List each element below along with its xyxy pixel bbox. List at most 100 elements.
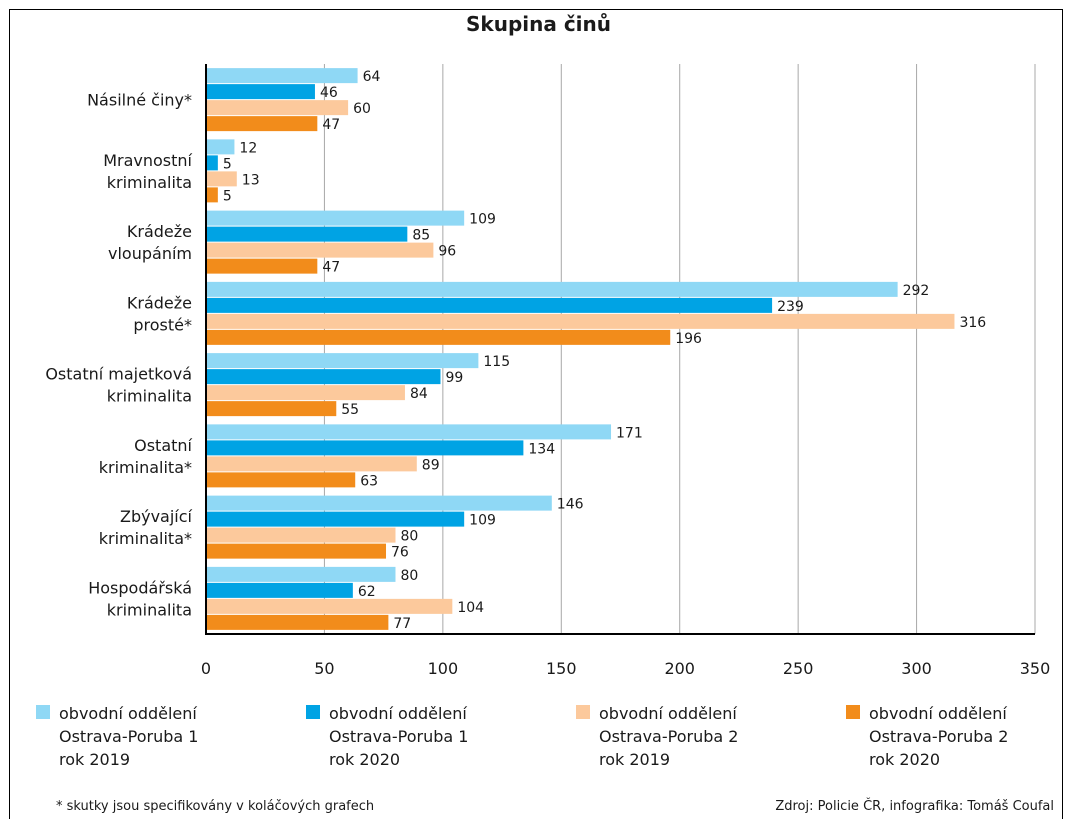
bar bbox=[206, 155, 218, 171]
bar bbox=[206, 440, 524, 456]
category-label: kriminalita* bbox=[99, 529, 192, 548]
x-tick-label: 150 bbox=[546, 659, 577, 678]
bar bbox=[206, 456, 417, 472]
x-tick-label: 250 bbox=[783, 659, 814, 678]
bar-value-label: 115 bbox=[483, 354, 510, 370]
bar-value-label: 76 bbox=[391, 545, 409, 561]
x-tick-label: 0 bbox=[201, 659, 211, 678]
bar-value-label: 104 bbox=[457, 600, 484, 616]
legend-label: obvodní oddělení Ostrava-Poruba 1 rok 2020 bbox=[329, 704, 469, 769]
x-tick-label: 50 bbox=[314, 659, 334, 678]
bar-value-label: 13 bbox=[242, 172, 260, 188]
legend-label: obvodní oddělení Ostrava-Poruba 2 rok 2020 bbox=[869, 704, 1009, 769]
bar-value-label: 46 bbox=[320, 85, 338, 101]
bar bbox=[206, 84, 315, 100]
bar-value-label: 63 bbox=[360, 473, 378, 489]
footnote: * skutky jsou specifikovány v koláčových… bbox=[56, 799, 375, 814]
bar bbox=[206, 297, 773, 313]
bar bbox=[206, 598, 453, 614]
bar-value-label: 80 bbox=[400, 568, 418, 584]
legend-item: obvodní oddělení Ostrava-Poruba 1 rok 2020 bbox=[306, 702, 468, 771]
bar bbox=[206, 385, 405, 401]
source-credit: Zdroj: Policie ČR, infografika: Tomáš Co… bbox=[775, 799, 1054, 814]
category-label: kriminalita bbox=[107, 600, 192, 619]
bar-value-label: 96 bbox=[438, 244, 456, 260]
bar bbox=[206, 369, 441, 385]
category-label: Mravnostní bbox=[103, 151, 192, 170]
bar-value-label: 109 bbox=[469, 212, 496, 228]
bar-value-label: 5 bbox=[223, 156, 232, 172]
chart-frame bbox=[9, 9, 1063, 819]
x-tick-label: 200 bbox=[664, 659, 695, 678]
bar-value-label: 47 bbox=[322, 260, 340, 276]
bar-value-label: 84 bbox=[410, 386, 428, 402]
bar bbox=[206, 614, 389, 630]
bar bbox=[206, 187, 218, 203]
bar-value-label: 146 bbox=[557, 497, 584, 513]
legend-swatch bbox=[576, 705, 590, 719]
legend-label: obvodní oddělení Ostrava-Poruba 1 rok 2019 bbox=[59, 704, 199, 769]
bar bbox=[206, 495, 552, 511]
bar-value-label: 55 bbox=[341, 402, 359, 418]
category-label: kriminalita* bbox=[99, 458, 192, 477]
x-tick-label: 100 bbox=[428, 659, 459, 678]
bar-value-label: 171 bbox=[616, 425, 643, 441]
category-label: prosté* bbox=[133, 315, 192, 334]
category-label: Ostatní bbox=[134, 436, 192, 455]
x-tick-label: 350 bbox=[1020, 659, 1051, 678]
bar bbox=[206, 472, 356, 488]
category-label: Krádeže bbox=[127, 222, 192, 241]
category-label: vloupáním bbox=[108, 244, 192, 263]
category-label: Hospodářská bbox=[88, 578, 192, 597]
bar bbox=[206, 329, 671, 345]
category-label: kriminalita bbox=[107, 387, 192, 406]
bar bbox=[206, 424, 612, 440]
bar bbox=[206, 258, 318, 274]
category-label: Ostatní majetková bbox=[45, 365, 192, 384]
bar-value-label: 89 bbox=[422, 457, 440, 473]
bar-value-label: 77 bbox=[393, 616, 411, 632]
chart-legend: obvodní oddělení Ostrava-Poruba 1 rok 2019… bbox=[0, 702, 1077, 792]
bar-value-label: 47 bbox=[322, 117, 340, 133]
bar-value-label: 239 bbox=[777, 299, 804, 315]
bar bbox=[206, 313, 955, 329]
bar bbox=[206, 511, 465, 527]
bar bbox=[206, 100, 349, 116]
bar-value-label: 316 bbox=[959, 315, 986, 331]
chart-title: Skupina činů bbox=[466, 12, 611, 36]
legend-item: obvodní oddělení Ostrava-Poruba 2 rok 2020 bbox=[846, 702, 1008, 771]
bar-value-label: 292 bbox=[903, 283, 930, 299]
category-label: Zbývající bbox=[120, 507, 193, 526]
bar bbox=[206, 171, 237, 187]
legend-item: obvodní oddělení Ostrava-Poruba 2 rok 2019 bbox=[576, 702, 738, 771]
bar-value-label: 60 bbox=[353, 101, 371, 117]
bar-value-label: 99 bbox=[445, 370, 463, 386]
category-label: kriminalita bbox=[107, 173, 192, 192]
bar-value-label: 80 bbox=[400, 529, 418, 545]
bar-value-label: 62 bbox=[358, 584, 376, 600]
x-tick-label: 300 bbox=[901, 659, 932, 678]
bar-value-label: 134 bbox=[528, 441, 555, 457]
bar-chart: 0 50 100 150 200 250 300 350 64 46 60 47 Násilné čin… bbox=[45, 64, 1051, 678]
bar bbox=[206, 353, 479, 369]
bar-value-label: 109 bbox=[469, 513, 496, 529]
bar bbox=[206, 566, 396, 582]
bar bbox=[206, 543, 387, 559]
bar bbox=[206, 116, 318, 132]
legend-item: obvodní oddělení Ostrava-Poruba 1 rok 2019 bbox=[36, 702, 198, 771]
legend-swatch bbox=[846, 705, 860, 719]
bar-value-label: 5 bbox=[223, 188, 232, 204]
bar bbox=[206, 401, 337, 417]
legend-swatch bbox=[306, 705, 320, 719]
bar bbox=[206, 139, 235, 155]
legend-swatch bbox=[36, 705, 50, 719]
category-label: Násilné činy* bbox=[87, 91, 192, 110]
bar-value-label: 85 bbox=[412, 228, 430, 244]
bar bbox=[206, 68, 358, 84]
bar-value-label: 196 bbox=[675, 331, 702, 347]
bar bbox=[206, 281, 898, 297]
bar-value-label: 12 bbox=[239, 140, 257, 156]
legend-label: obvodní oddělení Ostrava-Poruba 2 rok 2019 bbox=[599, 704, 739, 769]
bar bbox=[206, 582, 353, 598]
bar bbox=[206, 242, 434, 258]
